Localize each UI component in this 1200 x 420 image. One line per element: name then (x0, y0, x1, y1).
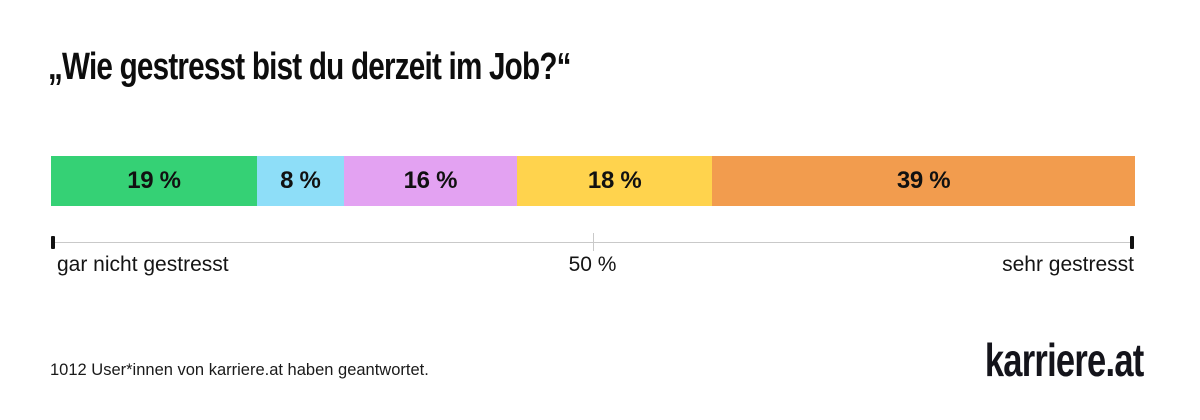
segment-value-label: 18 % (587, 167, 642, 194)
scale-axis (51, 233, 1134, 251)
bar-segment-1: 19 % (51, 156, 257, 206)
axis-labels: gar nicht gestresst 50 % sehr gestresst (51, 252, 1134, 280)
stacked-bar: 19 % 8 % 16 % 18 % 39 % (51, 156, 1135, 206)
axis-tick-max (1130, 236, 1134, 249)
axis-label-max: sehr gestresst (1002, 253, 1134, 276)
segment-value-label: 8 % (280, 167, 321, 194)
axis-label-mid: 50 % (568, 253, 617, 276)
bar-segment-5: 39 % (712, 156, 1135, 206)
segment-value-label: 19 % (127, 167, 181, 194)
bar-segment-4: 18 % (517, 156, 713, 206)
sample-size-footnote: 1012 User*innen von karriere.at haben ge… (50, 361, 429, 379)
karriere-at-logo: karriere.at (984, 334, 1143, 386)
segment-value-label: 39 % (896, 167, 951, 194)
axis-tick-50-percent (592, 233, 594, 251)
bar-segment-3: 16 % (343, 156, 518, 206)
segment-value-label: 16 % (403, 167, 458, 194)
bar-segment-2: 8 % (256, 156, 344, 206)
chart-title: „Wie gestresst bist du derzeit im Job?“ (48, 46, 571, 88)
axis-label-min: gar nicht gestresst (57, 253, 229, 276)
axis-tick-min (51, 236, 55, 249)
